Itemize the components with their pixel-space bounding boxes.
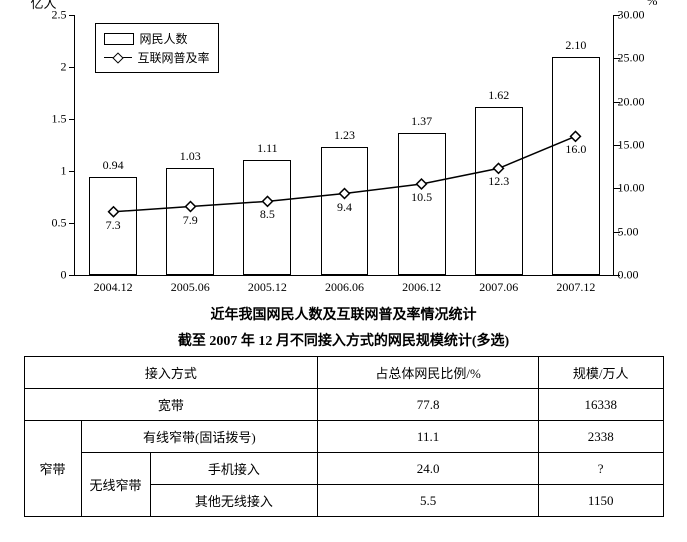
y-left-tick-label: 2.5 bbox=[35, 8, 67, 23]
y-left-tick-label: 0.5 bbox=[35, 216, 67, 231]
bar-value-label: 2.10 bbox=[546, 38, 606, 53]
y-right-tick-label: 30.00 bbox=[618, 8, 658, 23]
bar bbox=[475, 107, 523, 275]
x-axis-label: 2005.06 bbox=[171, 280, 210, 295]
x-axis-label: 2007.06 bbox=[479, 280, 518, 295]
bar-value-label: 1.03 bbox=[160, 149, 220, 164]
row-other-wireless-pct: 5.5 bbox=[318, 485, 539, 517]
bar-value-label: 1.23 bbox=[315, 128, 375, 143]
row-mobile-pct: 24.0 bbox=[318, 453, 539, 485]
row-mobile-name: 手机接入 bbox=[150, 453, 318, 485]
bar-value-label: 1.37 bbox=[392, 114, 452, 129]
x-axis-label: 2005.12 bbox=[248, 280, 287, 295]
row-other-wireless-name: 其他无线接入 bbox=[150, 485, 318, 517]
chart-caption: 近年我国网民人数及互联网普及率情况统计 bbox=[24, 304, 664, 324]
y-left-tick-label: 1.5 bbox=[35, 112, 67, 127]
x-axis-label: 2007.12 bbox=[556, 280, 595, 295]
line-value-label: 8.5 bbox=[260, 207, 275, 222]
y-right-tick-label: 10.00 bbox=[618, 181, 658, 196]
row-narrowband-group: 窄带 bbox=[24, 421, 81, 517]
row-broadband-name: 宽带 bbox=[24, 389, 318, 421]
line-value-label: 12.3 bbox=[488, 174, 509, 189]
bar-value-label: 1.11 bbox=[237, 141, 297, 156]
access-method-table: 接入方式 占总体网民比例/% 规模/万人 宽带 77.8 16338 窄带 有线… bbox=[24, 356, 664, 517]
row-broadband-scale: 16338 bbox=[538, 389, 663, 421]
y-right-tick-label: 15.00 bbox=[618, 138, 658, 153]
legend-line-swatch bbox=[104, 57, 132, 59]
row-broadband-pct: 77.8 bbox=[318, 389, 539, 421]
legend-bar-swatch bbox=[104, 33, 134, 45]
y-right-tick-label: 20.00 bbox=[618, 94, 658, 109]
y-left-tick-label: 0 bbox=[35, 268, 67, 283]
row-mobile-scale: ? bbox=[538, 453, 663, 485]
col-header-pct: 占总体网民比例/% bbox=[318, 357, 539, 389]
y-left-tick-label: 2 bbox=[35, 60, 67, 75]
row-wired-narrow-scale: 2338 bbox=[538, 421, 663, 453]
y-right-tick-label: 5.00 bbox=[618, 224, 658, 239]
col-header-method: 接入方式 bbox=[24, 357, 318, 389]
line-value-label: 9.4 bbox=[337, 200, 352, 215]
line-value-label: 7.9 bbox=[183, 213, 198, 228]
y-left-tick-label: 1 bbox=[35, 164, 67, 179]
bar-value-label: 1.62 bbox=[469, 88, 529, 103]
bar-value-label: 0.94 bbox=[83, 158, 143, 173]
bar bbox=[552, 57, 600, 275]
col-header-scale: 规模/万人 bbox=[538, 357, 663, 389]
x-axis-label: 2006.12 bbox=[402, 280, 441, 295]
table-caption: 截至 2007 年 12 月不同接入方式的网民规模统计(多选) bbox=[24, 330, 664, 350]
chart-legend: 网民人数 互联网普及率 bbox=[95, 23, 219, 73]
x-axis-label: 2004.12 bbox=[94, 280, 133, 295]
row-wired-narrow-pct: 11.1 bbox=[318, 421, 539, 453]
row-other-wireless-scale: 1150 bbox=[538, 485, 663, 517]
legend-bar-label: 网民人数 bbox=[140, 30, 188, 47]
x-axis-label: 2006.06 bbox=[325, 280, 364, 295]
internet-users-chart: 亿人 % 网民人数 互联网普及率 00.511.522.50.005.0010.… bbox=[74, 15, 614, 276]
y-right-tick-label: 25.00 bbox=[618, 51, 658, 66]
y-right-tick-label: 0.00 bbox=[618, 268, 658, 283]
line-value-label: 16.0 bbox=[565, 142, 586, 157]
line-value-label: 10.5 bbox=[411, 190, 432, 205]
row-wired-narrow-name: 有线窄带(固话拨号) bbox=[81, 421, 318, 453]
legend-line-label: 互联网普及率 bbox=[138, 49, 210, 66]
line-value-label: 7.3 bbox=[106, 218, 121, 233]
